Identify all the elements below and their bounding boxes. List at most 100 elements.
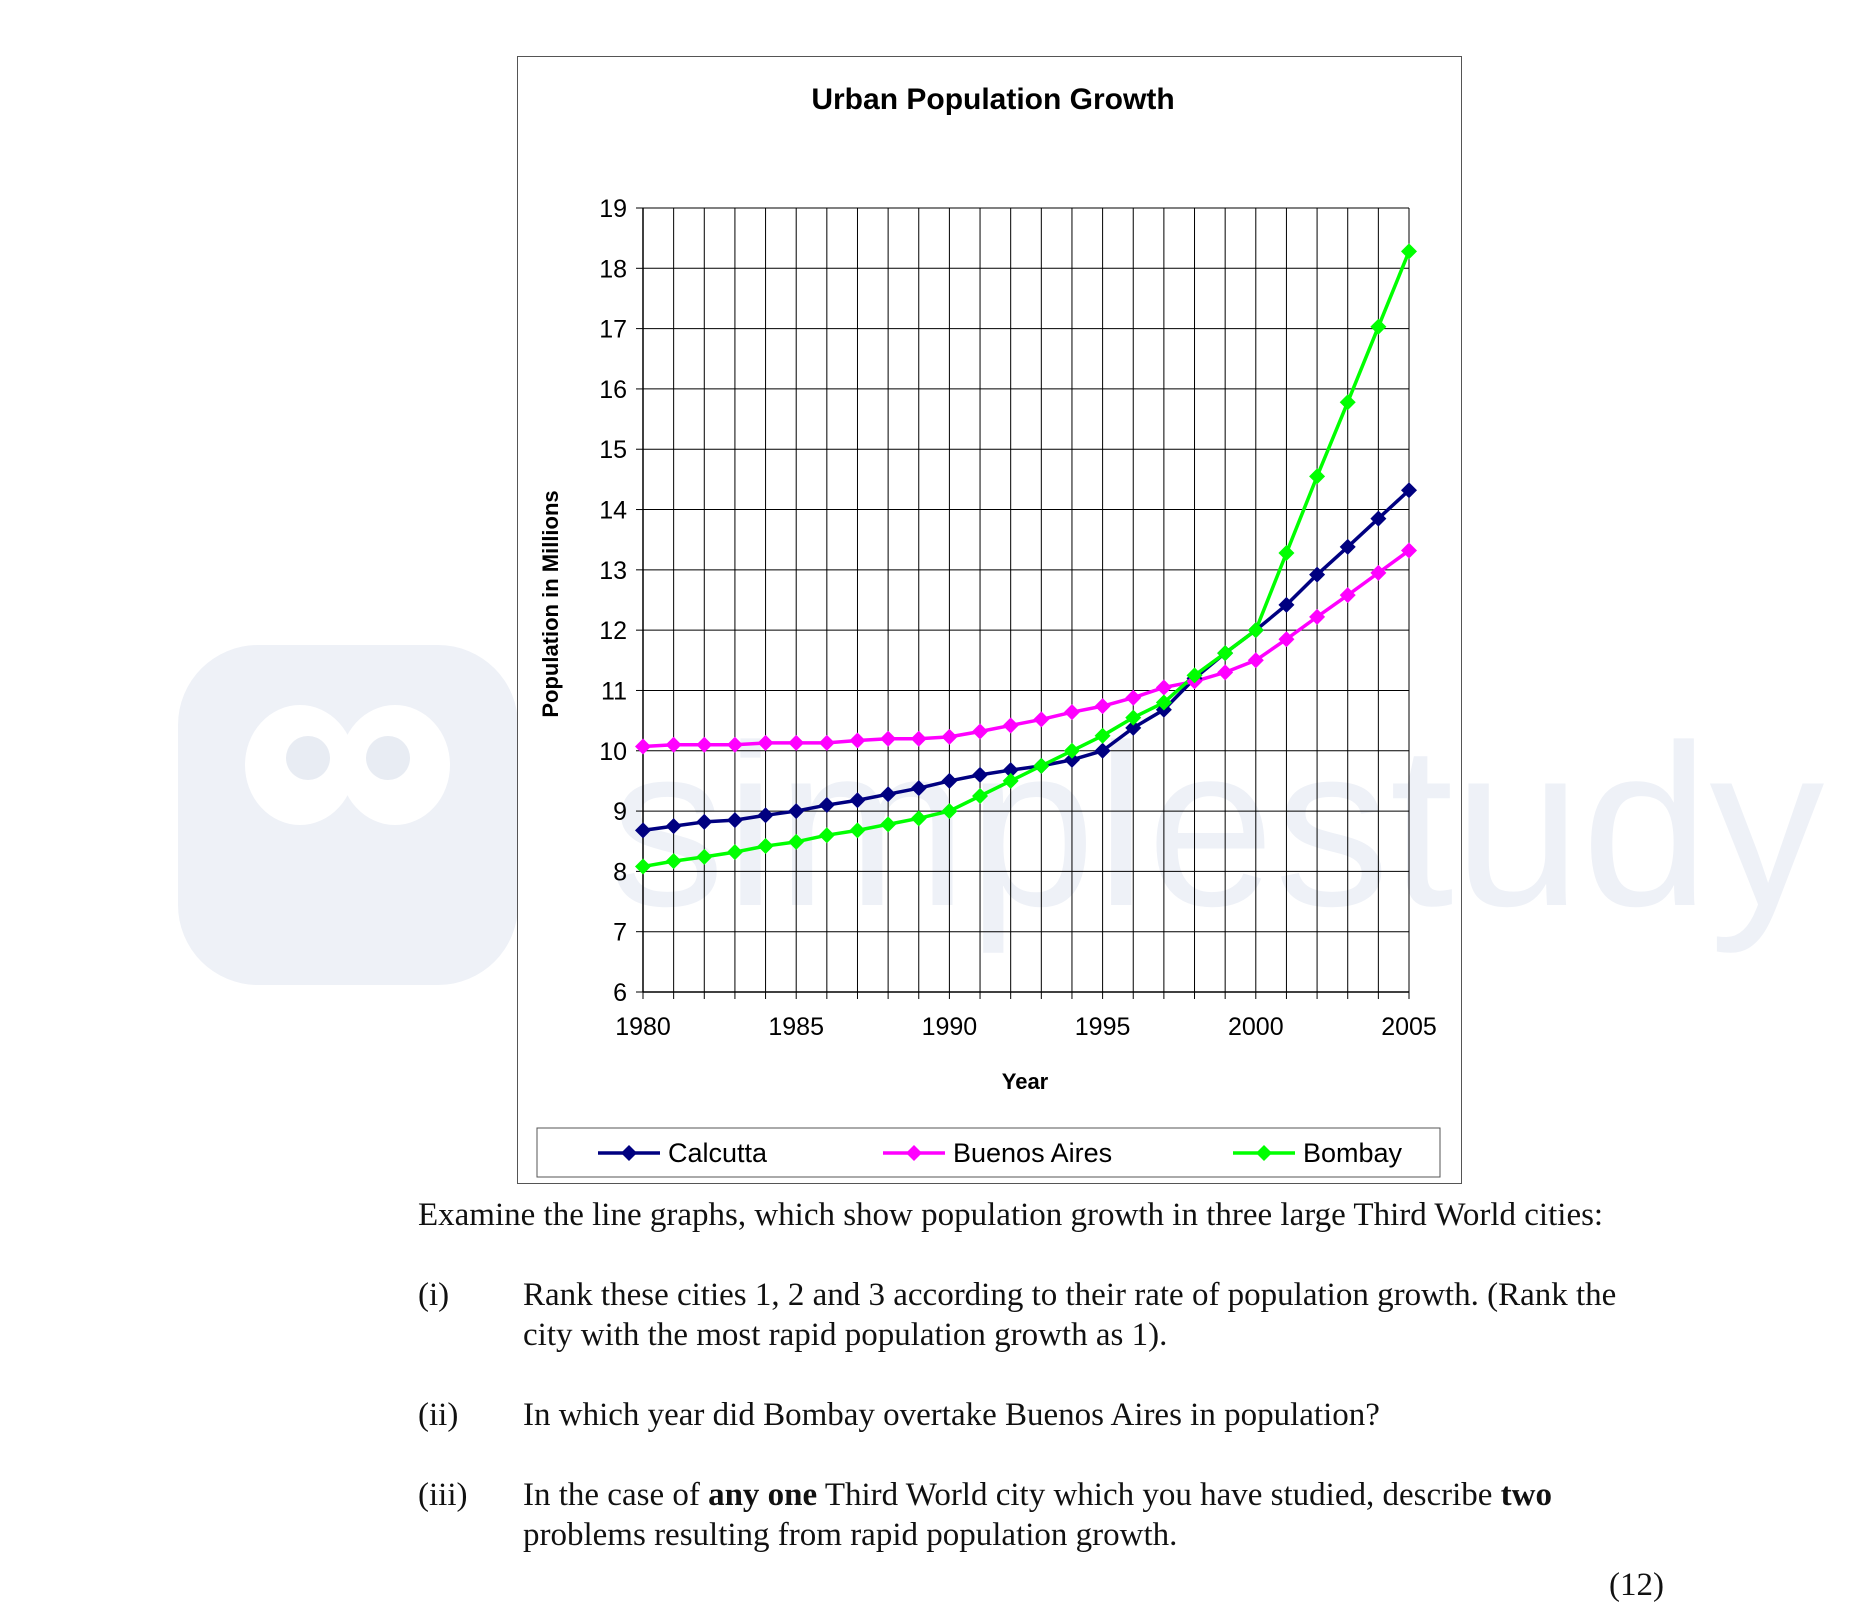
question-block: Examine the line graphs, which show popu… [418,1195,1678,1603]
legend-marker-buenos-aires [906,1145,922,1161]
question-intro: Examine the line graphs, which show popu… [418,1197,1604,1233]
question-item-number: (ii) [418,1397,459,1433]
data-point-bombay [1339,394,1356,411]
y-tick-label: 11 [601,677,627,705]
data-point-bombay [1063,742,1080,759]
data-point-bombay [1125,709,1142,726]
data-point-calcutta [818,797,835,814]
y-tick-label: 6 [613,979,627,1007]
data-point-calcutta [757,807,774,824]
data-point-bombay [1247,622,1264,639]
data-point-buenos-aires [941,728,958,745]
series-line-buenos-aires [642,549,1411,749]
legend-label-bombay: Bombay [1303,1138,1403,1168]
emphasis-two: two [1500,1477,1552,1513]
series-line-bombay [642,250,1411,869]
legend-label-calcutta: Calcutta [668,1138,768,1168]
data-point-bombay [1002,772,1019,789]
data-point-bombay [757,838,774,855]
data-point-buenos-aires [1339,587,1356,604]
data-point-buenos-aires [1002,717,1019,734]
data-point-bombay [726,844,743,861]
x-tick-label: 1990 [922,1013,978,1041]
y-tick-label: 17 [599,316,627,344]
data-point-buenos-aires [1401,542,1417,559]
y-tick-label: 10 [599,738,627,766]
data-point-buenos-aires [635,738,651,755]
data-point-bombay [818,827,835,844]
data-point-bombay [849,822,866,839]
chart-title: Urban Population Growth [811,83,1174,116]
data-point-buenos-aires [910,730,927,747]
legend-label-buenos-aires: Buenos Aires [953,1138,1112,1168]
data-point-bombay [665,853,682,870]
data-point-bombay [1309,468,1326,485]
data-point-calcutta [1094,742,1111,759]
y-tick-label: 15 [599,436,627,464]
series-markers [635,243,1417,875]
emphasis-any-one: any one [708,1477,818,1513]
data-point-calcutta [635,822,651,839]
data-point-bombay [880,816,897,833]
text-run: Third World city which you have studied,… [817,1477,1501,1513]
text-run: In the case of [523,1477,709,1513]
data-point-calcutta [880,786,897,803]
question-item-number: (iii) [418,1477,468,1513]
data-point-bombay [696,848,713,865]
data-point-bombay [910,810,927,827]
x-tick-label: 1985 [768,1013,824,1041]
chart-grid [643,207,1410,992]
data-point-buenos-aires [1094,698,1111,715]
data-point-buenos-aires [972,723,989,740]
data-point-calcutta [1002,762,1019,779]
data-point-buenos-aires [726,736,743,753]
data-point-buenos-aires [818,734,835,751]
data-point-calcutta [849,792,866,809]
data-point-bombay [788,833,805,850]
data-point-calcutta [1339,538,1356,555]
x-tick-label: 1995 [1075,1013,1131,1041]
data-point-calcutta [1063,751,1080,768]
data-point-bombay [1094,727,1111,744]
legend-marker-calcutta [621,1145,637,1161]
data-point-buenos-aires [1370,564,1387,581]
watermark-text: simplestudy [610,697,1824,954]
data-point-buenos-aires [849,732,866,749]
y-tick-label: 9 [613,798,627,826]
data-point-buenos-aires [757,734,774,751]
data-point-calcutta [665,818,682,835]
y-tick-label: 8 [613,858,627,886]
y-tick-label: 12 [599,617,627,645]
watermark-icon [178,645,518,985]
line-chart: Urban Population Growth 6 7 8 9 10 11 12 13 14 15… [536,83,1441,1178]
data-point-calcutta [1309,566,1326,583]
data-point-calcutta [1278,596,1295,613]
data-point-bombay [1186,667,1203,684]
data-point-calcutta [972,766,989,783]
data-point-calcutta [726,812,743,829]
data-point-buenos-aires [788,734,805,751]
data-point-calcutta [910,780,927,797]
question-item-text: In the case of any one Third World city … [523,1475,1653,1555]
y-tick-label: 16 [599,376,627,404]
series-lines [642,250,1411,869]
text-run: problems resulting from rapid population… [523,1517,1178,1553]
marks-total: (12) [1609,1567,1664,1603]
data-point-bombay [941,803,958,820]
data-point-bombay [972,788,989,804]
data-point-buenos-aires [1217,664,1234,681]
data-point-buenos-aires [1033,711,1050,728]
data-point-buenos-aires [1063,704,1080,721]
data-point-calcutta [788,803,805,820]
question-item-text: In which year did Bombay overtake Buenos… [523,1397,1380,1433]
chart-legend: Calcutta Buenos Aires Bombay [598,1138,1403,1168]
data-point-bombay [1155,694,1172,711]
y-tick-label: 19 [599,195,627,223]
y-tick-label: 14 [599,497,627,525]
x-axis-title: Year [1002,1069,1049,1094]
data-point-calcutta [1125,719,1142,736]
data-point-bombay [1370,318,1387,335]
data-point-bombay [1278,544,1295,561]
chart-axes [642,208,1409,993]
